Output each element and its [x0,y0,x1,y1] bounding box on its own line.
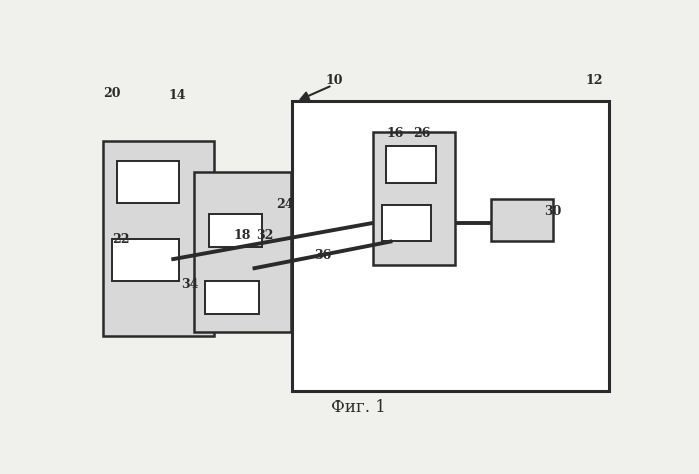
Bar [387,146,436,183]
Bar [112,239,180,282]
Text: 14: 14 [168,89,185,102]
Bar [491,199,554,241]
Bar [373,132,455,265]
Bar [103,141,214,336]
Text: 22: 22 [113,233,130,246]
Bar [117,161,180,203]
Text: 18: 18 [233,229,250,242]
Text: 24: 24 [276,198,294,211]
Text: 16: 16 [387,127,404,140]
Bar [382,205,431,241]
Text: 26: 26 [414,127,431,140]
Bar [206,282,259,314]
Text: 36: 36 [315,249,331,262]
Text: 10: 10 [325,74,343,87]
Text: 34: 34 [182,279,199,292]
Text: 20: 20 [103,87,120,100]
Text: 12: 12 [585,74,603,87]
Bar [209,214,262,246]
Text: Фиг. 1: Фиг. 1 [331,400,386,417]
Bar [292,100,609,391]
Text: 32: 32 [257,229,274,242]
Text: 30: 30 [545,206,562,219]
Bar [194,172,291,332]
Text: 28: 28 [414,213,431,226]
